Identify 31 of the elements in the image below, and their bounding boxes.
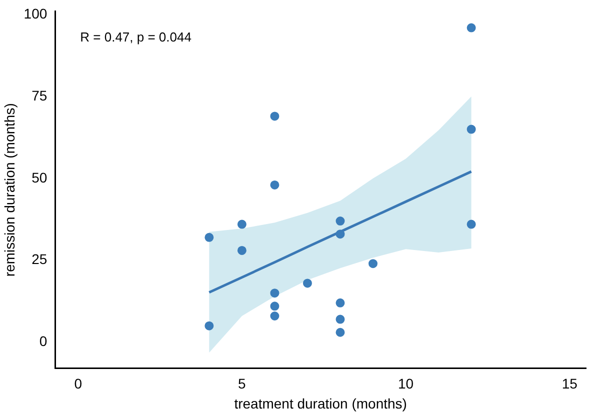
point: [270, 112, 280, 121]
point: [336, 328, 345, 337]
y-tick-label: 0: [39, 333, 48, 350]
y-tick-label: 100: [24, 6, 48, 22]
point: [204, 232, 214, 242]
point: [270, 302, 280, 311]
point: [237, 220, 246, 229]
y-tick-label: 50: [32, 169, 48, 186]
point: [270, 288, 280, 298]
point: [302, 278, 312, 288]
point: [336, 314, 345, 324]
point: [368, 259, 378, 268]
y-axis-title: remission duration (months): [1, 103, 18, 277]
point: [466, 124, 476, 134]
x-tick-label: 5: [238, 376, 246, 392]
x-tick-label: 15: [562, 376, 578, 392]
y-tick-label: 75: [32, 87, 48, 104]
point: [336, 230, 345, 239]
point: [336, 216, 345, 226]
annotation: R = 0.47, p = 0.044: [80, 29, 192, 44]
point: [466, 220, 476, 229]
point: [270, 311, 280, 320]
x-tick-label: 10: [398, 376, 414, 392]
x-axis-title: treatment duration (months): [234, 395, 407, 412]
x-tick-label: 0: [74, 376, 82, 392]
point: [336, 298, 345, 308]
point: [270, 180, 280, 190]
y-tick-label: 25: [32, 251, 48, 268]
point: [237, 246, 246, 255]
point: [466, 23, 476, 32]
point: [204, 321, 214, 330]
